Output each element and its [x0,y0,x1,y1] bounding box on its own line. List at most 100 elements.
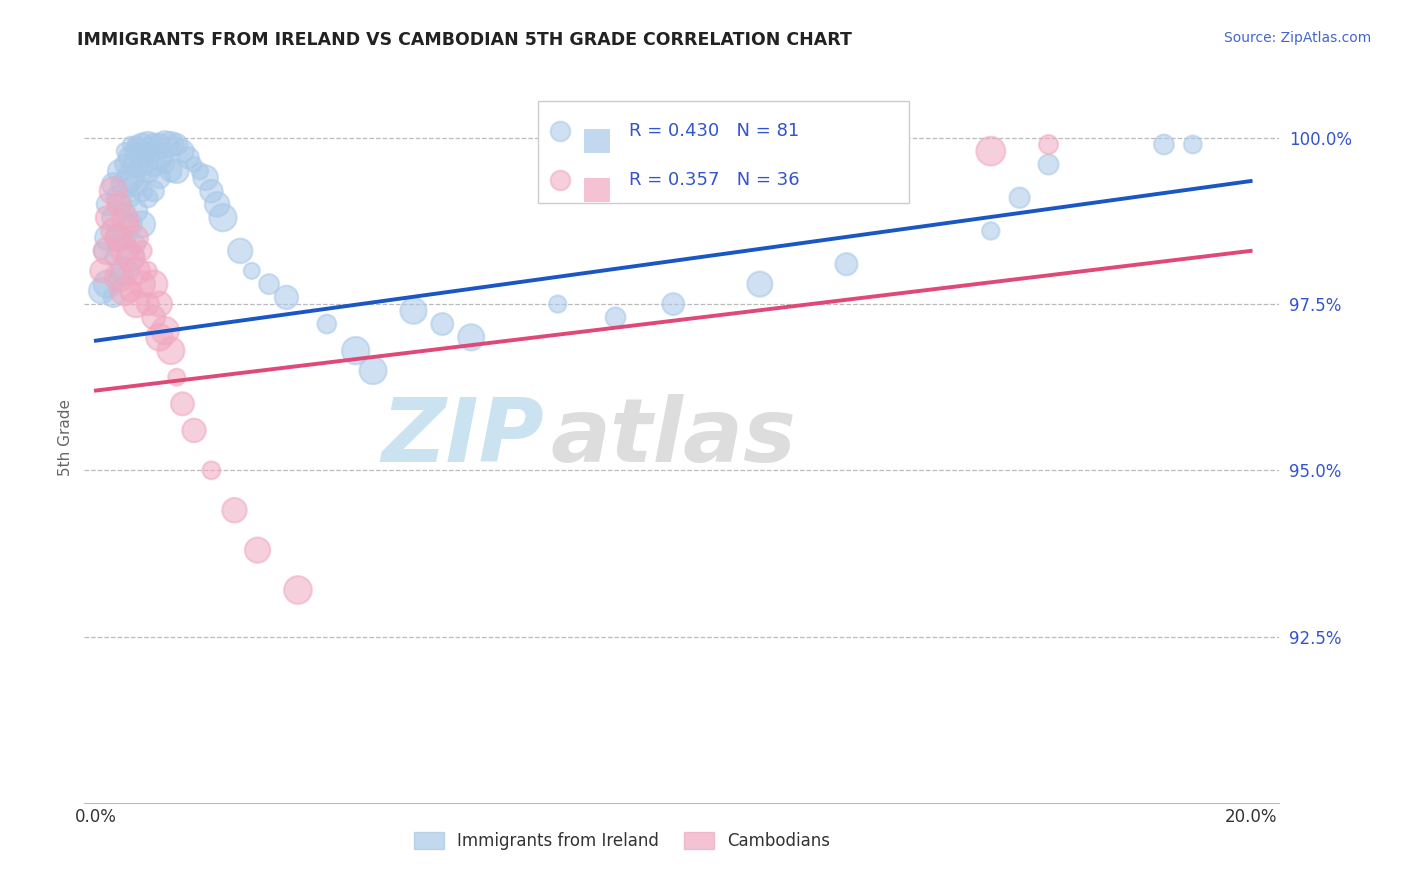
Text: IMMIGRANTS FROM IRELAND VS CAMBODIAN 5TH GRADE CORRELATION CHART: IMMIGRANTS FROM IRELAND VS CAMBODIAN 5TH… [77,31,852,49]
Point [125,137,148,152]
Point [166,164,188,178]
Point [344,343,367,358]
Point [96,277,118,292]
Point [142,157,165,171]
Point [120,284,142,298]
Point [90,264,112,278]
Point [148,330,170,344]
Y-axis label: 5th Grade: 5th Grade [58,399,73,475]
Point [188,164,211,178]
Point [136,297,159,311]
Point [1038,137,1060,152]
Point [96,230,118,244]
Point [96,211,118,225]
Point [131,157,153,171]
Point [90,244,112,258]
Text: ZIP: ZIP [381,393,544,481]
Point [120,151,142,165]
Point [108,197,131,211]
Point [212,211,235,225]
Point [114,284,136,298]
Point [142,184,165,198]
Point [460,330,482,344]
Point [246,543,269,558]
Point [240,264,263,278]
Point [125,297,148,311]
Point [114,211,136,225]
Point [103,251,125,265]
Point [131,137,153,152]
Point [183,424,205,438]
Point [131,277,153,292]
Text: atlas: atlas [551,393,796,481]
Point [200,184,222,198]
Point [131,184,153,198]
Point [1181,137,1204,152]
Point [142,277,165,292]
Point [103,184,125,198]
Point [142,144,165,158]
FancyBboxPatch shape [538,101,910,203]
Legend: Immigrants from Ireland, Cambodians: Immigrants from Ireland, Cambodians [408,825,837,856]
Point [120,251,142,265]
Text: Source: ZipAtlas.com: Source: ZipAtlas.com [1223,31,1371,45]
Point [90,284,112,298]
Point [136,164,159,178]
Point [153,324,176,338]
Point [120,137,142,152]
Point [153,137,176,152]
Point [125,144,148,158]
Bar [583,129,610,153]
Point [224,503,246,517]
Point [402,303,425,318]
Point [1008,191,1031,205]
Point [120,191,142,205]
Point [1038,157,1060,171]
Point [108,270,131,285]
Point [276,290,298,304]
Point [125,178,148,192]
Point [120,170,142,185]
Point [136,191,159,205]
Point [125,237,148,252]
Point [835,257,858,271]
Point [108,191,131,205]
Point [114,204,136,219]
Point [120,217,142,231]
Point [108,230,131,244]
Bar [583,178,610,202]
Point [136,144,159,158]
Point [125,230,148,244]
Point [114,230,136,244]
Point [96,197,118,211]
Point [120,251,142,265]
Point [108,164,131,178]
Text: R = 0.430   N = 81: R = 0.430 N = 81 [630,122,800,140]
Point [160,343,183,358]
Point [183,157,205,171]
Point [148,170,170,185]
Point [136,264,159,278]
Point [980,224,1002,238]
Point [432,317,454,331]
Point [114,178,136,192]
Point [114,244,136,258]
Point [166,370,188,384]
Point [142,137,165,152]
Point [205,197,228,211]
Point [103,211,125,225]
Point [166,137,188,152]
Point [748,277,770,292]
Point [980,144,1002,158]
Point [172,397,194,411]
Point [148,137,170,152]
Point [114,264,136,278]
Point [142,310,165,325]
Point [125,204,148,219]
Point [257,277,280,292]
Point [131,217,153,231]
Point [547,297,569,311]
Point [108,230,131,244]
Point [148,151,170,165]
Point [177,151,200,165]
